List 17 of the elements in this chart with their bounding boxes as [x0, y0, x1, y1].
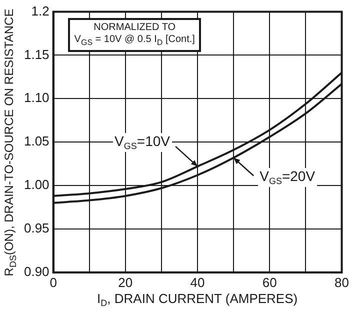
y-tick-label: 0.95 [24, 220, 50, 236]
annotation: NORMALIZED TO [94, 22, 176, 33]
x-axis-title: I$_{D}$, DRAIN CURRENT (AMPERES) [97, 291, 298, 308]
series-label: V$_{GS}$=20V [258, 168, 318, 188]
y-tick-label: 1.10 [24, 90, 50, 106]
x-tick-label: 60 [262, 274, 277, 290]
y-tick-label: 1.15 [24, 46, 50, 62]
y-tick-label: 1.2 [31, 3, 50, 18]
x-tick-label: 20 [118, 274, 133, 290]
y-tick-label: 0.90 [24, 264, 50, 279]
annotation: V$_{GS}$ = 10V @ 0.5 I$_{D}$ [Cont.] [74, 34, 195, 48]
x-tick-label: 40 [190, 274, 205, 290]
x-tick-label: 80 [334, 274, 350, 290]
series-label: V$_{GS}$=10V [112, 132, 172, 152]
x-tick-label: 0 [50, 274, 57, 290]
y-tick-label: 1.00 [24, 177, 50, 192]
y-tick-label: 1.05 [24, 134, 50, 149]
